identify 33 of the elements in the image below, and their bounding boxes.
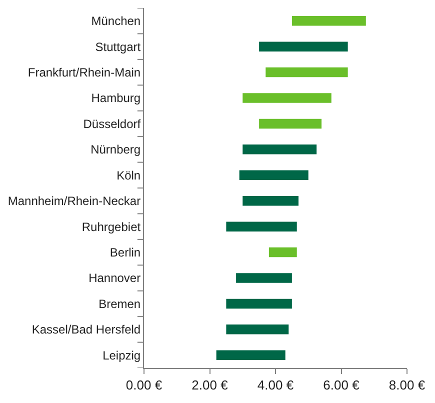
y-tick-label: Hannover (88, 271, 141, 286)
y-tick-label: Leipzig (102, 348, 141, 362)
y-tick-label: Düsseldorf (83, 116, 142, 131)
y-tick-label: Mannheim/Rhein-Neckar (8, 194, 141, 208)
bar (242, 196, 299, 206)
bar (216, 350, 286, 360)
x-tick-label: 2.00 € (192, 378, 229, 393)
y-tick-label: Köln (116, 168, 141, 182)
bar (266, 67, 348, 78)
bar (239, 170, 308, 180)
bar (242, 93, 332, 103)
x-tick-label: 8.00 € (388, 378, 426, 393)
x-tick-label: 0.00 € (126, 378, 163, 393)
bar (226, 298, 292, 309)
bar (226, 324, 289, 334)
y-tick-label: Hamburg (91, 91, 141, 106)
bar (226, 222, 297, 232)
bar (242, 144, 317, 154)
y-tick-label: München (91, 14, 141, 28)
y-tick-label: Nürnberg (90, 142, 141, 157)
x-tick-label: 4.00 € (257, 378, 294, 393)
y-tick-label: Bremen (98, 296, 141, 311)
bar (259, 42, 348, 52)
bar (268, 247, 297, 258)
y-tick-label: Kassel/Bad Hersfeld (32, 322, 141, 337)
bar (236, 273, 292, 283)
x-tick-label: 6.00 € (323, 378, 360, 393)
y-tick-label: Ruhrgebiet (82, 220, 142, 234)
y-tick-label: Stuttgart (95, 40, 142, 54)
y-tick-label: Frankfurt/Rhein-Main (28, 65, 141, 80)
bar (259, 118, 322, 129)
y-tick-label: Berlin (110, 245, 141, 260)
bar (292, 16, 366, 26)
